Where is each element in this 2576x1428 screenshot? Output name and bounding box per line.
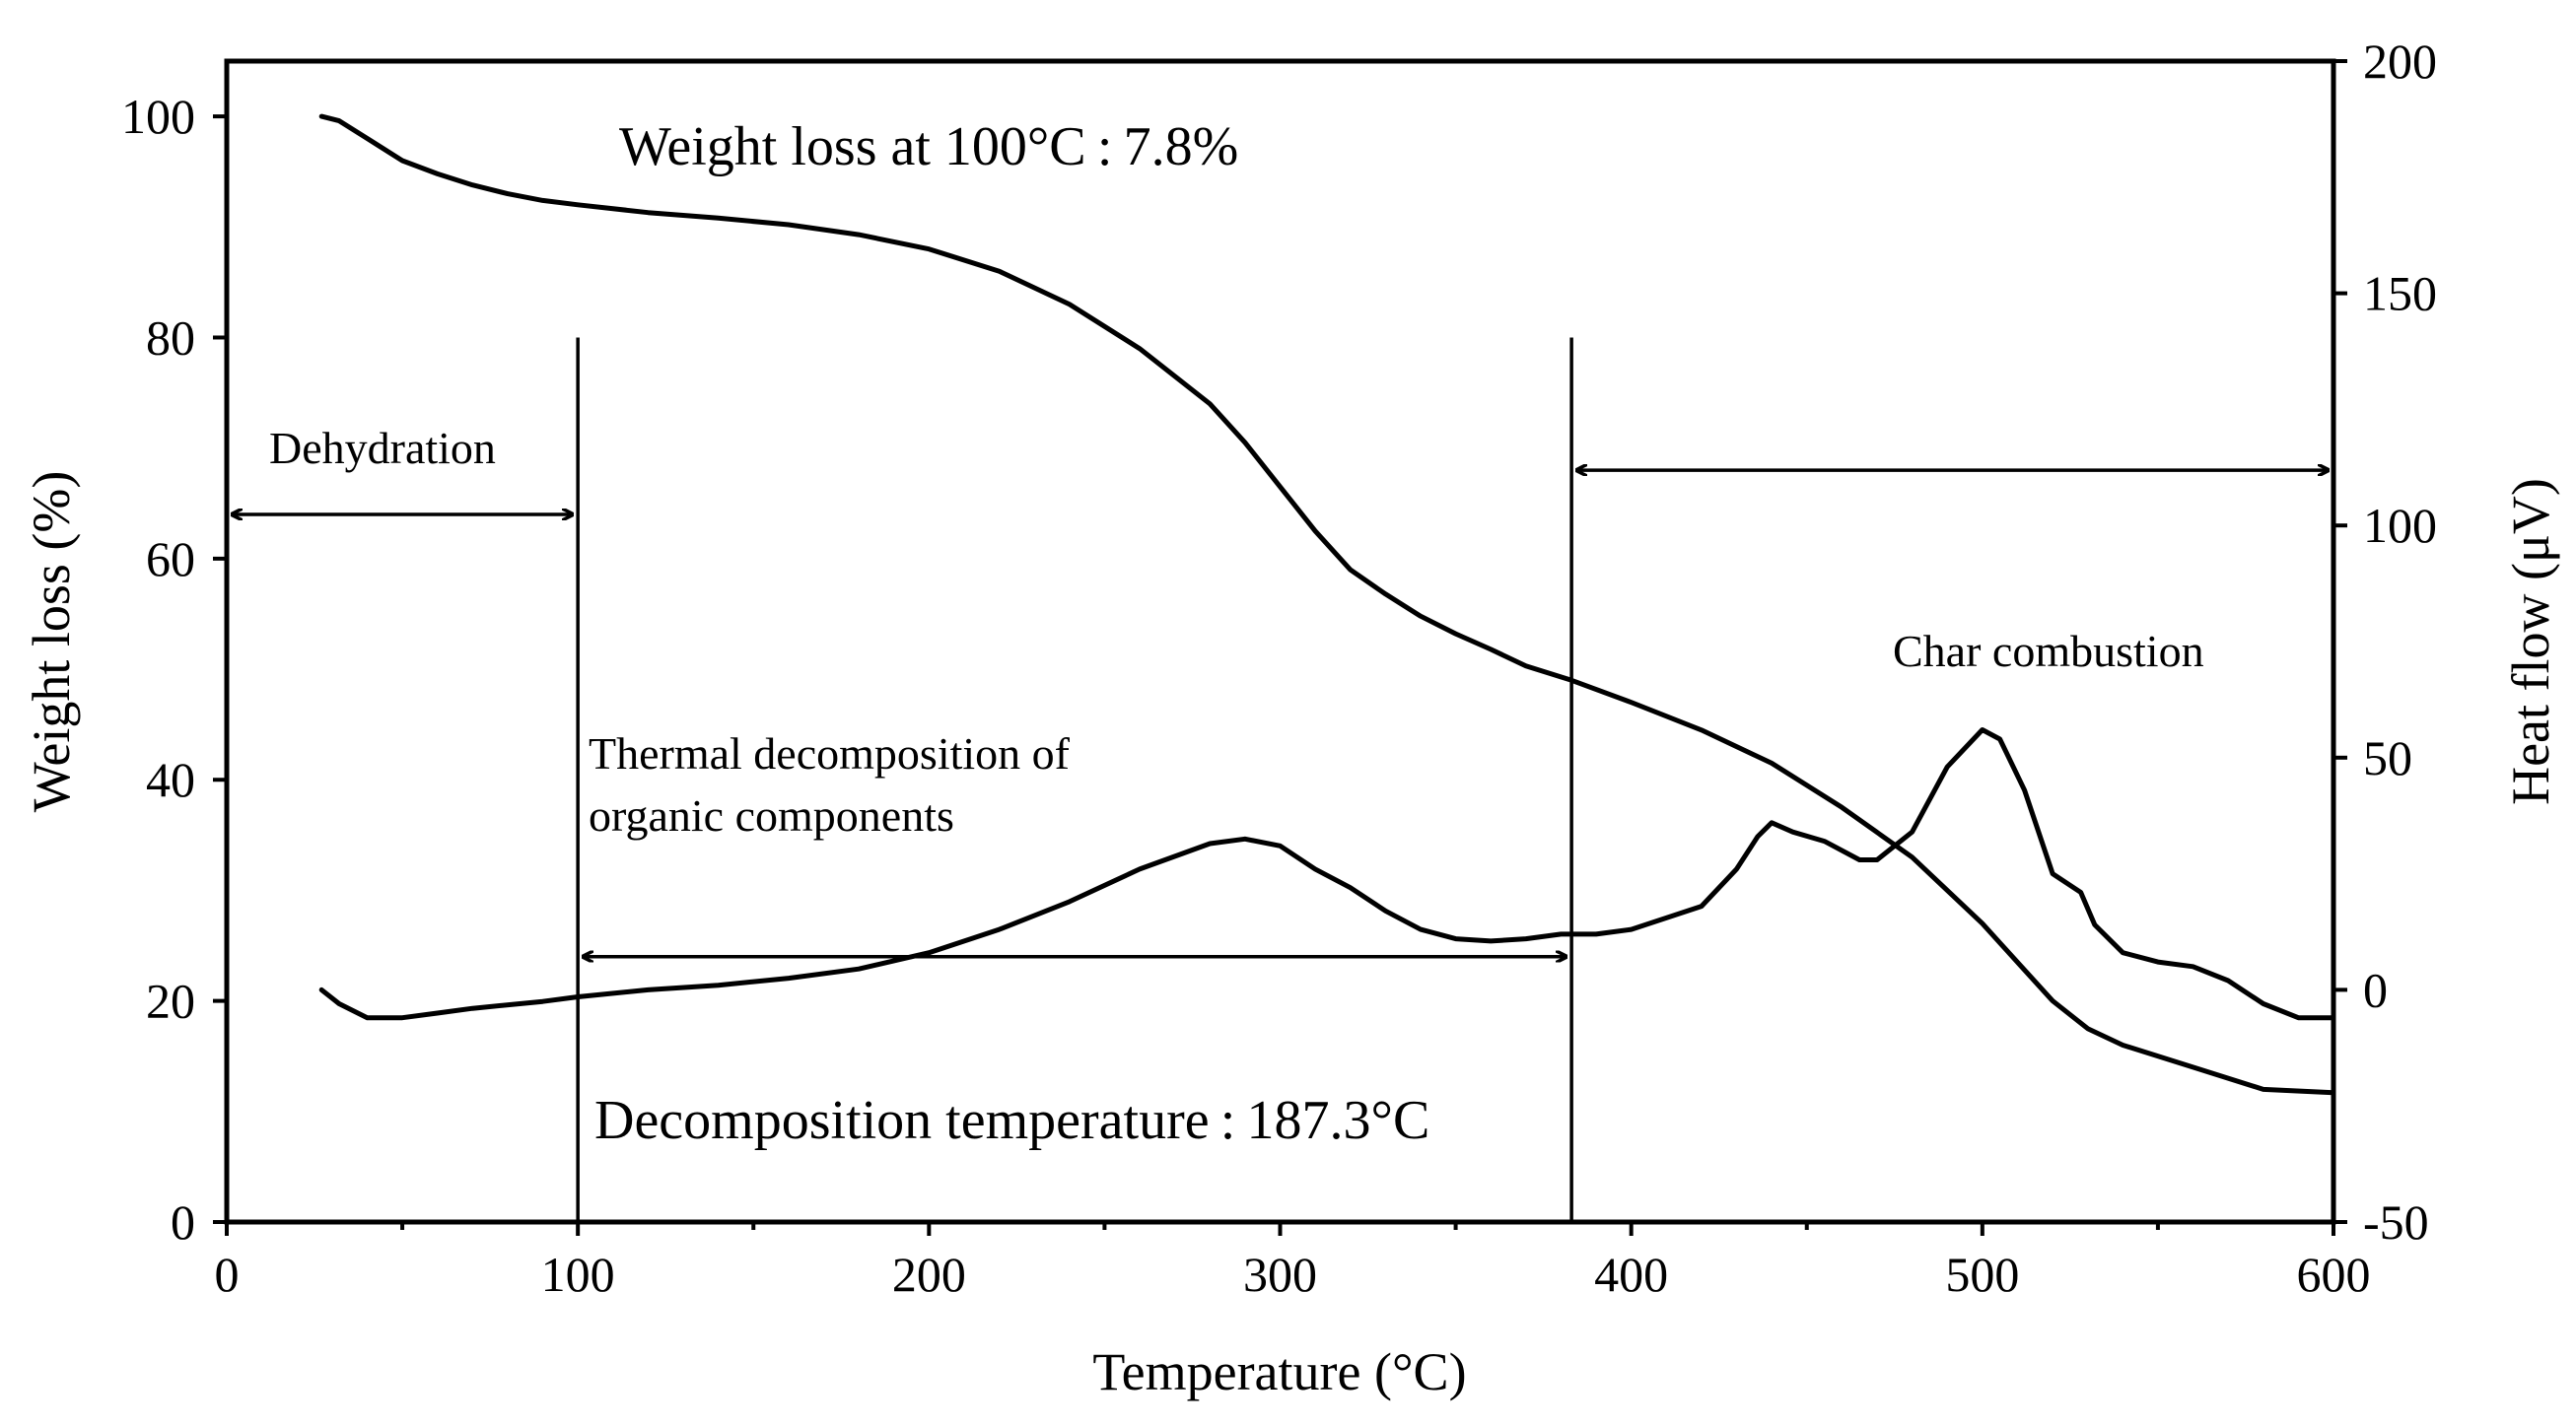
annotation-decomposition-temperature: Decomposition temperature : 187.3°C xyxy=(594,1090,1429,1151)
y-left-tick-label-40: 40 xyxy=(146,752,195,807)
y-right-tick-label-0: 0 xyxy=(2363,962,2388,1017)
series-weight-loss-line xyxy=(318,113,2336,1096)
x-tick-label-200: 200 xyxy=(892,1247,966,1302)
y-right-tick-label--50: -50 xyxy=(2363,1194,2429,1250)
annotation-weight-loss-100: Weight loss at 100°C : 7.8% xyxy=(619,116,1238,177)
x-tick-label-500: 500 xyxy=(1945,1247,2019,1302)
series-heat-flow-line xyxy=(318,727,2336,1021)
annotation-thermal-line2: organic components xyxy=(589,790,954,841)
x-tick-label-0: 0 xyxy=(215,1247,240,1302)
y-right-tick-label-100: 100 xyxy=(2363,498,2437,553)
y-left-tick-label-60: 60 xyxy=(146,531,195,586)
y-left-tick-label-100: 100 xyxy=(121,89,195,144)
annotation-thermal-line1: Thermal decomposition of xyxy=(589,728,1071,779)
x-tick-label-400: 400 xyxy=(1594,1247,1668,1302)
x-axis-title: Temperature (°C) xyxy=(1092,1342,1466,1401)
x-tick-label-300: 300 xyxy=(1243,1247,1317,1302)
y-right-tick-label-200: 200 xyxy=(2363,34,2437,89)
y-right-tick-label-150: 150 xyxy=(2363,266,2437,321)
annotation-char-combustion: Char combustion xyxy=(1893,626,2204,676)
x-tick-label-600: 600 xyxy=(2297,1247,2371,1302)
y-right-axis-title: Heat flow (μV) xyxy=(2501,478,2560,805)
y-right-tick-label-50: 50 xyxy=(2363,730,2412,785)
y-left-tick-label-80: 80 xyxy=(146,309,195,365)
y-left-axis-title: Weight loss (%) xyxy=(22,471,81,813)
y-left-tick-label-20: 20 xyxy=(146,974,195,1029)
annotation-dehydration: Dehydration xyxy=(269,423,496,473)
y-left-tick-label-0: 0 xyxy=(171,1194,195,1250)
x-tick-label-100: 100 xyxy=(541,1247,615,1302)
